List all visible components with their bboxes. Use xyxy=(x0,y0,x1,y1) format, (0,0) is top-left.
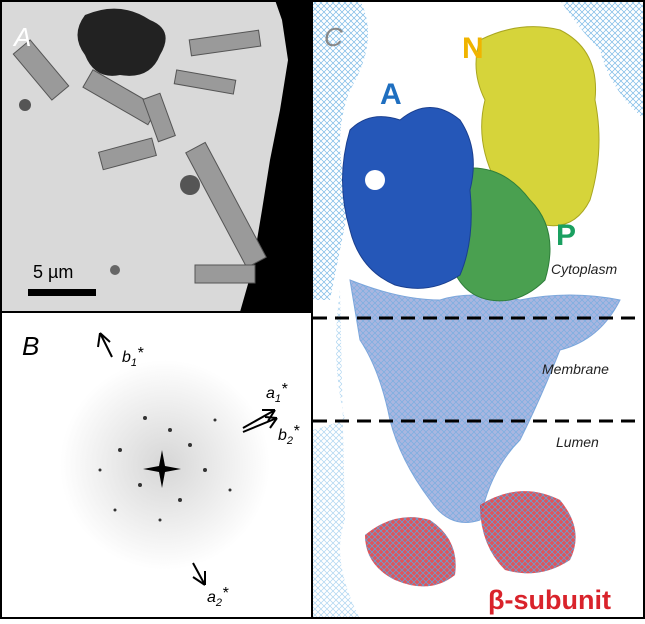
domain-label: P xyxy=(556,219,576,252)
panel-label: C xyxy=(324,22,343,52)
page: {"panels": [ {"label": "A", "scale_bar":… xyxy=(0,0,645,619)
vector-sup: * xyxy=(293,423,300,440)
vector-sub: 2 xyxy=(286,435,293,447)
vector-sup: * xyxy=(137,345,144,362)
panel-a: A 5 µm xyxy=(0,0,311,312)
vector-name: a xyxy=(266,385,275,402)
panel-label: A xyxy=(12,22,31,52)
scale-bar xyxy=(28,289,96,296)
vector-name: b xyxy=(122,349,131,366)
vector-sup: * xyxy=(281,381,288,398)
panel-label: B xyxy=(22,331,39,361)
figure: A 5 µm B b1* a1* b2* a2* xyxy=(0,0,645,619)
region-label: Membrane xyxy=(542,361,609,377)
domain-label: N xyxy=(462,32,484,65)
vector-sup: * xyxy=(222,585,229,602)
panel-c: C A N P Cytoplasm Membrane Lumen β-subun… xyxy=(313,0,645,619)
domain-label: A xyxy=(380,78,402,111)
vector-name: b xyxy=(278,427,287,444)
region-label: Cytoplasm xyxy=(551,261,617,277)
region-label: Lumen xyxy=(556,434,599,450)
vector-sub: 2 xyxy=(215,597,222,609)
vector-name: a xyxy=(207,589,216,606)
subunit-label: β-subunit xyxy=(488,585,611,615)
scale-bar-label: 5 µm xyxy=(33,262,73,282)
panel-b: B b1* a1* b2* a2* xyxy=(0,313,311,619)
